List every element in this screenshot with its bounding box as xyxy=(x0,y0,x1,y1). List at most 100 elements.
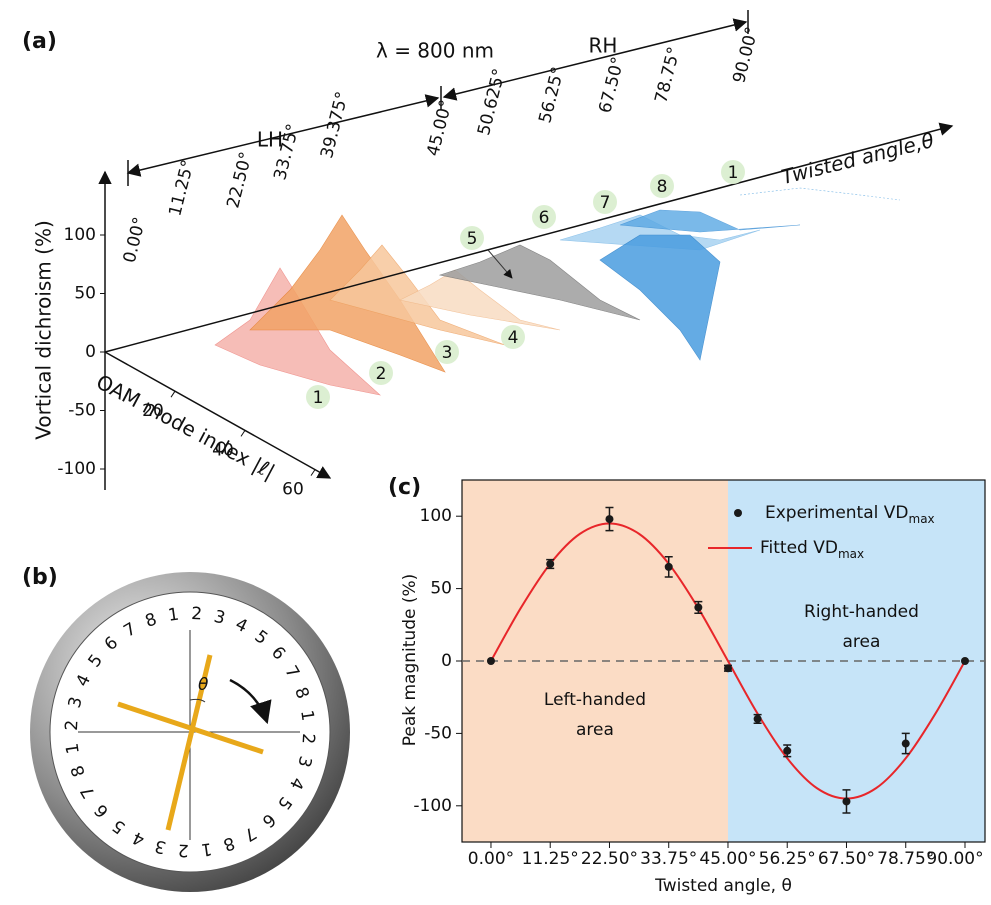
legend-marker xyxy=(734,509,742,517)
sample-marker xyxy=(650,174,674,198)
data-point xyxy=(605,515,614,524)
sample-marker xyxy=(369,361,393,385)
region-label: Right-handed xyxy=(804,602,919,622)
ring-digit: 1 xyxy=(167,604,181,625)
subscript: max xyxy=(838,547,864,561)
angle-label: 50.625° xyxy=(474,67,510,138)
x-tick-label: 60 xyxy=(282,480,304,500)
ring-digit: 3 xyxy=(153,835,168,857)
sample-marker-label: 3 xyxy=(442,343,453,363)
y-tick-label: 100 xyxy=(420,506,452,526)
sample-marker-label: 2 xyxy=(376,364,387,384)
x-tick-label: 20 xyxy=(142,401,164,421)
y-tick-label: 50 xyxy=(430,579,452,599)
ring-digit: 2 xyxy=(298,733,319,745)
ring-digit: 1 xyxy=(296,709,317,723)
x-tick-label: 40 xyxy=(212,440,234,460)
rh-label: RH xyxy=(589,34,618,58)
sample-marker xyxy=(501,325,525,349)
data-point xyxy=(723,664,732,673)
fit-line xyxy=(490,522,966,800)
x-axis-label: OAM mode index |ℓ| xyxy=(92,369,279,483)
angle-label: 90.00° xyxy=(729,25,762,85)
x-tick-label: 78.75° xyxy=(877,849,934,869)
ring-digit: 3 xyxy=(293,754,315,769)
panel-label: (c) xyxy=(388,475,421,500)
sample-marker xyxy=(593,190,617,214)
data-point xyxy=(783,746,792,755)
ring-digit: 2 xyxy=(177,840,189,861)
sample-marker-label: 4 xyxy=(508,328,519,348)
subscript: max xyxy=(909,512,935,526)
x-tick-label: 45.00° xyxy=(699,849,756,869)
sample-marker xyxy=(721,160,745,184)
x-tick-label: 90.00° xyxy=(926,849,983,869)
y-tick-label: -50 xyxy=(424,723,452,743)
ring-digit: 1 xyxy=(200,838,214,859)
sample-marker xyxy=(435,340,459,364)
x-tick xyxy=(240,430,246,437)
angle-label: 11.25° xyxy=(165,158,198,218)
y-tick-label: -100 xyxy=(57,459,96,479)
x-tick-label: 33.75° xyxy=(640,849,697,869)
y-tick-label: 0 xyxy=(85,342,96,362)
ring-digit: 3 xyxy=(65,695,87,710)
x-tick-label: 22.50° xyxy=(581,849,638,869)
y-tick-label: 50 xyxy=(74,284,96,304)
angle-label: 0.00° xyxy=(120,215,151,265)
angle-label: 45.00° xyxy=(423,98,456,158)
sample-marker-label: 7 xyxy=(600,193,611,213)
region-label: area xyxy=(576,720,614,740)
panel-label: (b) xyxy=(22,565,58,590)
data-point xyxy=(694,603,703,612)
sample-marker xyxy=(306,385,330,409)
angle-label: 22.50° xyxy=(223,150,256,210)
x-tick-label: 0.00° xyxy=(468,849,514,869)
data-point xyxy=(753,714,762,723)
angle-label: 39.375° xyxy=(317,90,353,161)
x-tick-label: 11.25° xyxy=(522,849,579,869)
ring-digit: 3 xyxy=(212,607,227,629)
x-tick-label: 67.50° xyxy=(818,849,875,869)
lh-label: LH xyxy=(257,128,283,152)
ring-digit: 1 xyxy=(62,742,83,756)
data-point xyxy=(546,559,555,568)
angle-label: 78.75° xyxy=(651,45,684,105)
ring-digit: 2 xyxy=(191,604,203,625)
sample-marker-label: 1 xyxy=(313,388,324,408)
data-point xyxy=(486,657,495,665)
legend-label: Experimental VDmax xyxy=(765,503,935,526)
region-label: Left-handed xyxy=(544,690,646,710)
data-point xyxy=(664,562,673,571)
sample-marker xyxy=(460,226,484,250)
angle-label: 56.25° xyxy=(535,65,568,125)
sample-marker-label: 6 xyxy=(539,208,550,228)
wavelength-label: λ = 800 nm xyxy=(376,39,494,63)
data-point xyxy=(901,739,910,748)
y-axis-label: Vortical dichroism (%) xyxy=(32,220,56,440)
y-tick-label: 0 xyxy=(441,651,452,671)
x-axis-label: Twisted angle, θ xyxy=(654,876,792,896)
theta-axis-label: Twisted angle,θ xyxy=(779,128,936,189)
plot-c: Left-handed area Right-handed area -100 -50 0 5… xyxy=(400,479,986,896)
theta-symbol: θ xyxy=(198,675,209,695)
ring xyxy=(30,572,350,892)
x-tick xyxy=(170,390,176,398)
sample-marker-label: 8 xyxy=(657,177,668,197)
angle-label: 67.50° xyxy=(595,55,628,115)
x-tick-label: 56.25° xyxy=(759,849,816,869)
data-point xyxy=(842,797,851,806)
region-label: area xyxy=(843,632,881,652)
sample-marker-label: 5 xyxy=(467,229,478,249)
x-tick xyxy=(310,469,316,476)
y-tick-label: 100 xyxy=(64,225,96,245)
sample-marker xyxy=(532,205,556,229)
annotation-arrows xyxy=(126,10,749,186)
spectra xyxy=(214,187,901,396)
sample-marker-label: 1 xyxy=(728,163,739,183)
axes-3d xyxy=(98,122,954,490)
ring-digit: 2 xyxy=(62,719,83,731)
y-tick-label: -50 xyxy=(68,401,96,421)
panel-label: (a) xyxy=(22,29,57,54)
